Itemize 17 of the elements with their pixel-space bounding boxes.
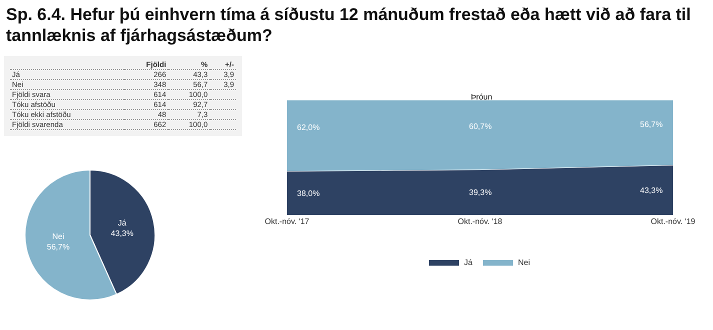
- text: Sp. 6.4. Hefur þú einhvern tíma á síðustu 12 mánuðum frestað eða hætt við að fara til tannlæknis af fjárhagsástæðum?: [6, 4, 692, 46]
- legend-label: Nei: [518, 258, 530, 267]
- data-label: 62,0%: [297, 123, 320, 132]
- data-label: 39,3%: [469, 188, 492, 197]
- slice-label: Já: [118, 218, 127, 228]
- data-label: 56,7%: [46, 242, 70, 252]
- data-label: 56,7%: [640, 120, 663, 129]
- x-tick-label: Okt.-nóv. '17: [264, 217, 310, 226]
- x-tick-label: Okt.-nóv. '19: [650, 217, 696, 226]
- data-label: 43,3%: [110, 228, 134, 238]
- legend-label: Já: [464, 258, 473, 267]
- x-tick-label: Okt.-nóv. '18: [458, 217, 503, 226]
- chart-title: Þróun: [470, 92, 492, 102]
- slice-label: Nei: [52, 232, 64, 242]
- data-label: 38,0%: [297, 189, 320, 198]
- data-label: 43,3%: [640, 186, 663, 195]
- data-label: 60,7%: [469, 122, 492, 131]
